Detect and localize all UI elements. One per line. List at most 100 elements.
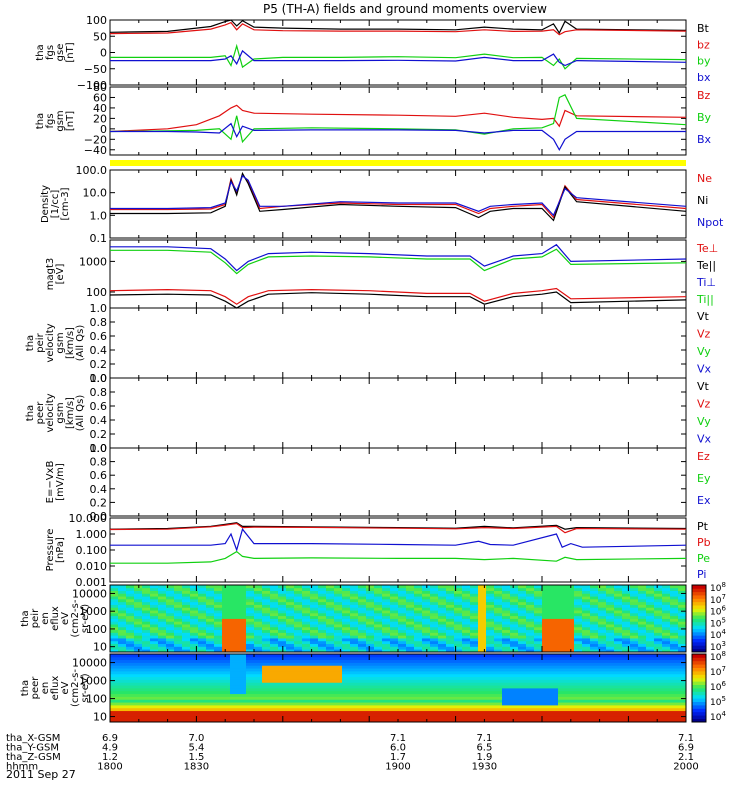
- heatmap-cell: [350, 659, 359, 663]
- heatmap-cell: [182, 593, 191, 597]
- heatmap-cell: [478, 587, 487, 591]
- heatmap-cell: [534, 612, 543, 617]
- heatmap-cell: [166, 638, 175, 642]
- heatmap-cell: [630, 629, 639, 633]
- heatmap-cell: [646, 610, 655, 614]
- heatmap-cell: [150, 607, 159, 611]
- colorbar-segment: [692, 638, 706, 643]
- heatmap-cell: [526, 716, 535, 720]
- heatmap-cell: [246, 690, 255, 695]
- heatmap-cell: [270, 640, 279, 645]
- heatmap-cell: [574, 673, 583, 678]
- heatmap-cell: [286, 690, 295, 695]
- heatmap-cell: [206, 662, 215, 666]
- heatmap-cell: [614, 656, 623, 661]
- heatmap-cell: [566, 638, 575, 642]
- heatmap-cell: [334, 662, 343, 666]
- heatmap-cell: [486, 626, 495, 631]
- heatmap-cell: [358, 587, 367, 591]
- heatmap-cell: [398, 679, 407, 683]
- heatmap-cell: [438, 707, 447, 712]
- heatmap-cell: [310, 621, 319, 625]
- heatmap-cell: [134, 621, 143, 625]
- heatmap-cell: [206, 719, 215, 723]
- heatmap-cell: [574, 716, 583, 720]
- heatmap-cell: [334, 707, 343, 712]
- heatmap-cell: [622, 610, 631, 614]
- heatmap-cell: [574, 604, 583, 608]
- heatmap-cell: [310, 624, 319, 628]
- heatmap-cell: [190, 654, 199, 658]
- heatmap-cell: [470, 610, 479, 614]
- heatmap-cell: [534, 682, 543, 686]
- heatmap-cell: [214, 654, 223, 658]
- heatmap-cell: [142, 713, 151, 717]
- heatmap-cell: [118, 659, 127, 663]
- heatmap-cell: [150, 638, 159, 642]
- heatmap-cell: [462, 610, 471, 614]
- heatmap-cell: [590, 696, 599, 700]
- heatmap-cell: [590, 688, 599, 692]
- heatmap-cell: [438, 679, 447, 683]
- heatmap-cell: [654, 624, 663, 628]
- heatmap-cell: [374, 662, 383, 666]
- heatmap-cell: [430, 621, 439, 625]
- heatmap-cell: [230, 679, 239, 683]
- heatmap-cell: [598, 719, 607, 723]
- heatmap-cell: [638, 601, 647, 605]
- heatmap-cell: [534, 640, 543, 645]
- heatmap-cell: [454, 593, 463, 597]
- x-axis-value: 6.9: [102, 733, 118, 744]
- heatmap-cell: [206, 635, 215, 639]
- heatmap-cell: [510, 632, 519, 636]
- heatmap-cell: [230, 719, 239, 723]
- colorbar-segment: [692, 595, 706, 599]
- heatmap-cell: [310, 626, 319, 631]
- heatmap-cell: [550, 713, 559, 717]
- heatmap-cell: [294, 585, 303, 589]
- heatmap-cell: [214, 719, 223, 723]
- heatmap-cell: [542, 638, 551, 642]
- heatmap-cell: [638, 696, 647, 700]
- heatmap-cell: [382, 638, 391, 642]
- heatmap-cell: [166, 682, 175, 686]
- heatmap-cell: [158, 693, 167, 697]
- heatmap-cell: [142, 693, 151, 697]
- y-axis-label: eV: [60, 681, 71, 694]
- heatmap-cell: [206, 640, 215, 645]
- heatmap-cell: [406, 685, 415, 689]
- heatmap-cell: [342, 612, 351, 617]
- heatmap-cell: [550, 640, 559, 645]
- heatmap-cell: [582, 710, 591, 714]
- heatmap-cell: [206, 587, 215, 591]
- heatmap-cell: [366, 640, 375, 645]
- legend-entry: Vy: [697, 345, 711, 358]
- heatmap-cell: [302, 587, 311, 591]
- heatmap-cell: [366, 707, 375, 712]
- heatmap-cell: [598, 638, 607, 642]
- heatmap-cell: [190, 585, 199, 589]
- heatmap-cell: [238, 610, 247, 614]
- heatmap-cell: [502, 604, 511, 608]
- heatmap-cell: [614, 685, 623, 689]
- heatmap-cell: [214, 624, 223, 628]
- heatmap-cell: [302, 626, 311, 631]
- heatmap-cell: [430, 676, 439, 680]
- heatmap-cell: [566, 659, 575, 663]
- heatmap-cell: [486, 618, 495, 622]
- heatmap-cell: [526, 621, 535, 625]
- heatmap-cell: [526, 659, 535, 663]
- heatmap-cell: [670, 649, 679, 653]
- heatmap-cell: [566, 693, 575, 697]
- heatmap-cell: [382, 596, 391, 600]
- heatmap-cell: [622, 626, 631, 631]
- heatmap-cell: [534, 621, 543, 625]
- heatmap-cell: [198, 635, 207, 639]
- x-axis-value: 6.9: [678, 743, 694, 754]
- x-axis-value: 1.7: [390, 752, 406, 763]
- heatmap-cell: [446, 596, 455, 600]
- heatmap-cell: [470, 596, 479, 600]
- heatmap-cell: [398, 705, 407, 709]
- heatmap-cell: [254, 590, 263, 594]
- colorbar-segment: [692, 688, 706, 692]
